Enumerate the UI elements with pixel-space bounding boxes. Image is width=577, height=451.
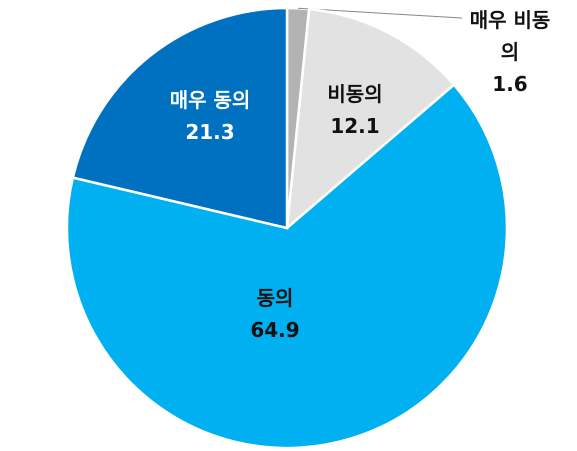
slice-label: 비동의 12.1: [300, 78, 410, 142]
pie-slice: [65, 82, 509, 450]
value-label: 1.6: [492, 72, 528, 96]
value-label: 12.1: [330, 114, 380, 138]
value-label: 21.3: [185, 120, 235, 144]
slice-label: 동의 64.9: [200, 282, 350, 346]
pie-slice: [71, 6, 289, 230]
leader-line: [298, 7, 463, 19]
pie-slice: [285, 7, 456, 231]
category-label: 매우 동의: [169, 88, 251, 112]
category-label: 동의: [256, 286, 294, 310]
value-label: 64.9: [250, 318, 300, 342]
category-label: 매우 비동의: [469, 8, 551, 64]
slice-label: 매우 비동의 1.6: [468, 4, 552, 100]
category-label: 비동의: [327, 82, 383, 106]
slice-label: 매우 동의 21.3: [130, 84, 290, 148]
